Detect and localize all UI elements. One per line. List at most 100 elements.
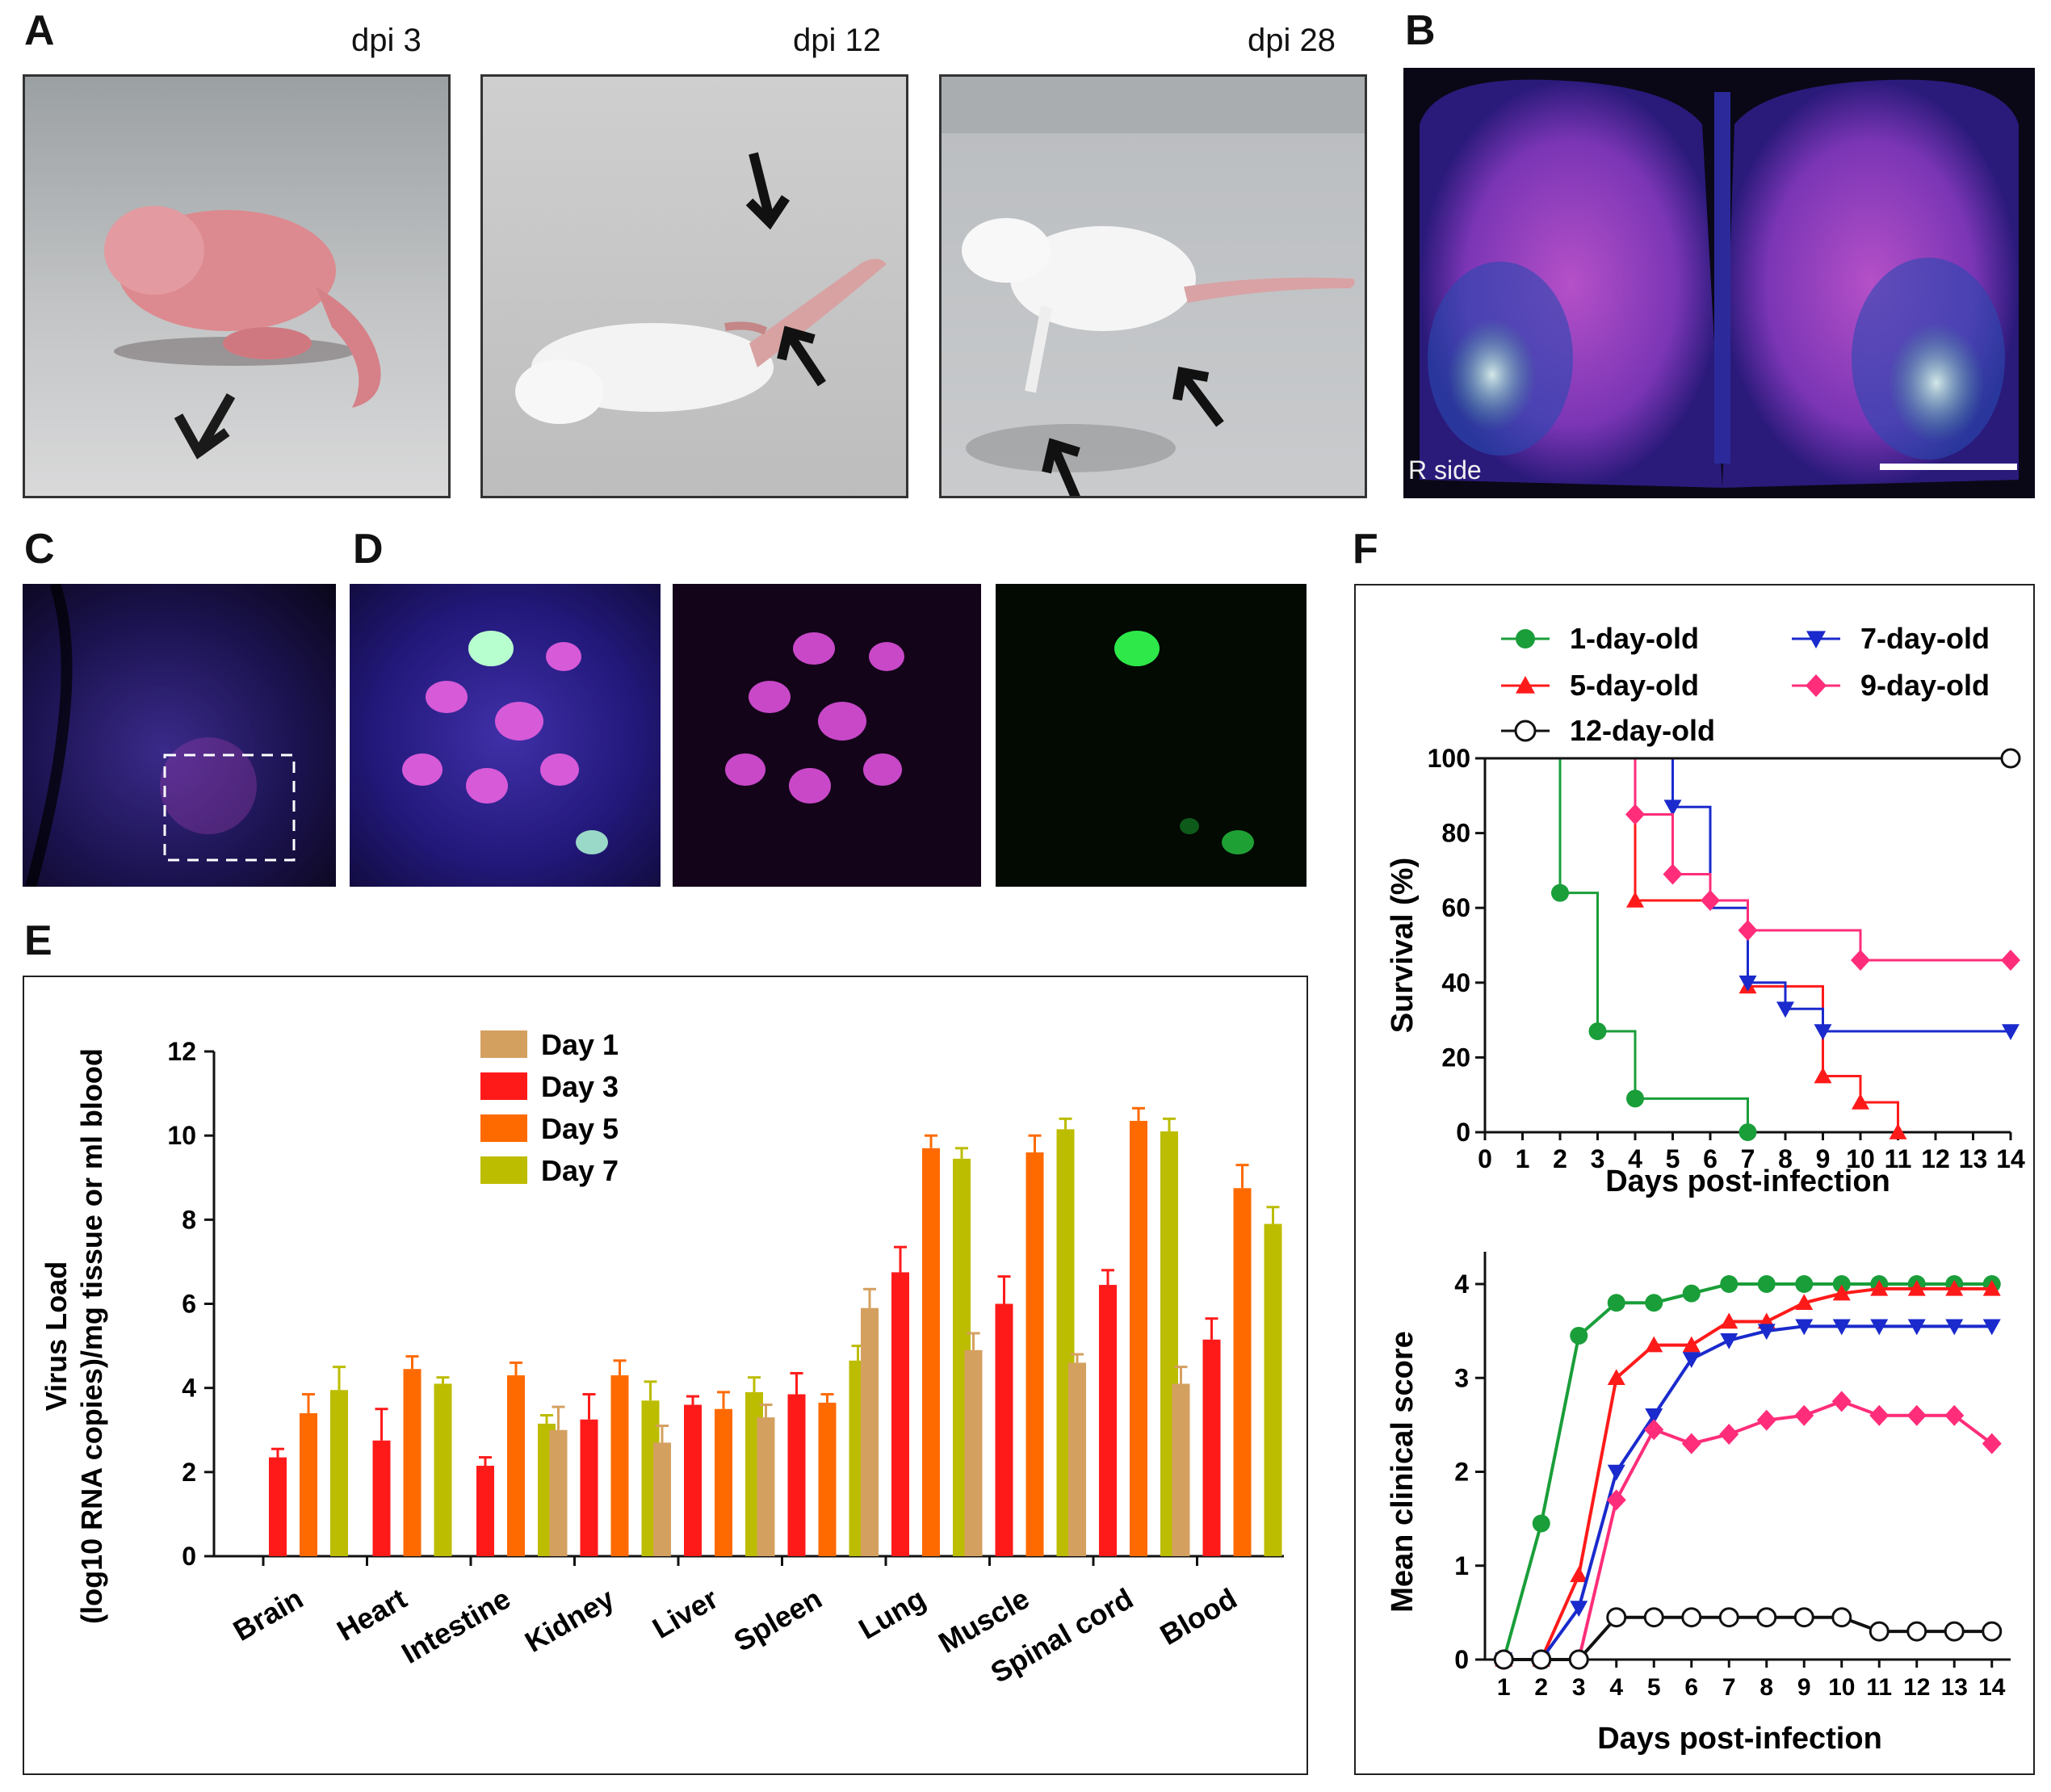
- bar-day-7: [1264, 1223, 1282, 1556]
- marker-diamond: [1701, 889, 1720, 911]
- marker-open-circle: [1681, 1607, 1702, 1628]
- clinical-x-tick-label: 1: [1497, 1674, 1511, 1701]
- clinical-x-tick-label: 9: [1797, 1674, 1811, 1701]
- marker-open-circle: [1493, 1649, 1514, 1670]
- marker-triangle-down: [2002, 1024, 2020, 1040]
- marker-open-circle: [1944, 1621, 1965, 1642]
- marker-triangle-down: [1663, 799, 1682, 816]
- survival-x-tick-label: 11: [1885, 1144, 1912, 1173]
- marker-diamond: [1851, 950, 1870, 972]
- bar-day-5: [300, 1412, 317, 1556]
- marker-triangle-up: [1889, 1123, 1907, 1139]
- merged-channel-image: [350, 584, 661, 887]
- spinal-cord-illustration: [1420, 79, 2019, 488]
- y-tick-label: 8: [182, 1205, 196, 1234]
- marker-triangle-up: [1516, 676, 1535, 694]
- green-neurons-illustration: [1114, 631, 1254, 854]
- clinical-x-tick-label: 5: [1647, 1674, 1661, 1701]
- bar-day-5: [1130, 1120, 1147, 1556]
- marker-circle: [1532, 1514, 1550, 1533]
- marker-diamond: [1794, 1404, 1814, 1426]
- x-category-label: Kidney: [519, 1581, 619, 1659]
- marker-open-circle: [1793, 1607, 1814, 1628]
- bar-day-3: [995, 1303, 1013, 1556]
- marker-triangle-down: [1870, 1319, 1889, 1336]
- marker-open-circle: [1531, 1649, 1552, 1670]
- marker-diamond: [1906, 1404, 1927, 1426]
- marker-circle: [1682, 1284, 1701, 1303]
- survival-y-tick-label: 20: [1441, 1043, 1470, 1072]
- marker-open-circle: [1869, 1621, 1890, 1642]
- survival-x-tick-label: 14: [1996, 1144, 2025, 1173]
- bar-day-3: [1202, 1339, 1221, 1556]
- legend-swatch: [480, 1030, 527, 1058]
- clinical-x-tick-label: 8: [1759, 1674, 1773, 1701]
- bar-day-5: [818, 1402, 837, 1556]
- clinical-y-axis-title: Mean clinical score: [1386, 1331, 1420, 1613]
- green-channel-image: [996, 584, 1307, 887]
- marker-open-circle: [1514, 720, 1537, 742]
- survival-x-tick-label: 1: [1516, 1144, 1530, 1173]
- marker-triangle-up: [1795, 1294, 1814, 1311]
- marker-triangle-up: [1832, 1284, 1851, 1301]
- spinal-cord-zoom-image: [23, 584, 336, 887]
- legend-label: 9-day-old: [1860, 669, 1990, 702]
- bar-day-3: [580, 1419, 598, 1556]
- marker-diamond: [1625, 804, 1645, 825]
- legend-label: Day 7: [541, 1154, 619, 1187]
- marker-diamond: [1738, 919, 1758, 941]
- marker-circle: [1739, 1123, 1757, 1141]
- x-category-label: Blood: [1155, 1581, 1243, 1651]
- marker-triangle-down: [1645, 1408, 1663, 1425]
- bar-day-1: [549, 1429, 568, 1556]
- clinical-x-tick-label: 10: [1828, 1674, 1855, 1701]
- pup-illustration: [104, 206, 381, 460]
- y-axis-title-line1: Virus Load: [40, 1261, 73, 1411]
- marker-open-circle: [1756, 1607, 1777, 1628]
- marker-circle: [1757, 1275, 1776, 1293]
- bar-day-5: [922, 1148, 940, 1556]
- marker-triangle-down: [1907, 1319, 1926, 1336]
- clinical-x-tick-label: 6: [1684, 1674, 1698, 1701]
- marker-triangle-up: [1645, 1336, 1663, 1353]
- survival-x-tick-label: 8: [1778, 1144, 1793, 1173]
- y-tick-label: 6: [182, 1290, 196, 1319]
- bar-day-1: [757, 1417, 775, 1556]
- marker-circle: [1570, 1326, 1588, 1345]
- photo-mouse-dpi-28: [939, 74, 1367, 498]
- survival-x-tick-label: 0: [1478, 1144, 1492, 1173]
- survival-x-tick-label: 5: [1666, 1144, 1680, 1173]
- marker-triangle-down: [1720, 1332, 1739, 1349]
- bar-day-7: [330, 1390, 348, 1556]
- marker-circle: [1551, 883, 1569, 902]
- bar-day-1: [653, 1442, 671, 1556]
- survival-x-tick-label: 6: [1703, 1144, 1718, 1173]
- marker-diamond: [1663, 863, 1683, 885]
- bar-day-3: [787, 1394, 806, 1556]
- marker-triangle-up: [1945, 1279, 1964, 1296]
- legend-label: Day 1: [541, 1028, 619, 1061]
- x-category-label: Intestine: [396, 1581, 516, 1670]
- marker-triangle-up: [1852, 1093, 1869, 1110]
- bar-day-5: [403, 1369, 422, 1556]
- survival-x-tick-label: 4: [1628, 1144, 1642, 1173]
- panel-label-d: D: [353, 526, 384, 573]
- bar-day-7: [434, 1383, 452, 1556]
- bar-day-3: [476, 1466, 494, 1556]
- marker-open-circle: [1606, 1607, 1627, 1628]
- marker-diamond: [1681, 1433, 1701, 1454]
- x-category-label: Lung: [853, 1581, 931, 1645]
- marker-triangle-down: [1570, 1601, 1588, 1618]
- mouse-illustration-28: [942, 77, 1365, 496]
- survival-x-tick-label: 10: [1846, 1144, 1875, 1173]
- ventral-horn-illustration: [25, 584, 296, 887]
- photo-pup-dpi-3: [23, 74, 451, 498]
- arrow-icon: [749, 152, 774, 220]
- panel-label-b: B: [1405, 7, 1436, 54]
- y-tick-label: 4: [182, 1374, 196, 1403]
- marker-triangle-up: [1907, 1279, 1926, 1296]
- marker-circle: [1626, 1089, 1644, 1108]
- marker-open-circle: [1643, 1607, 1664, 1628]
- arrow-icon: [1050, 446, 1080, 496]
- survival-line-7-day-old: [1485, 757, 2011, 1033]
